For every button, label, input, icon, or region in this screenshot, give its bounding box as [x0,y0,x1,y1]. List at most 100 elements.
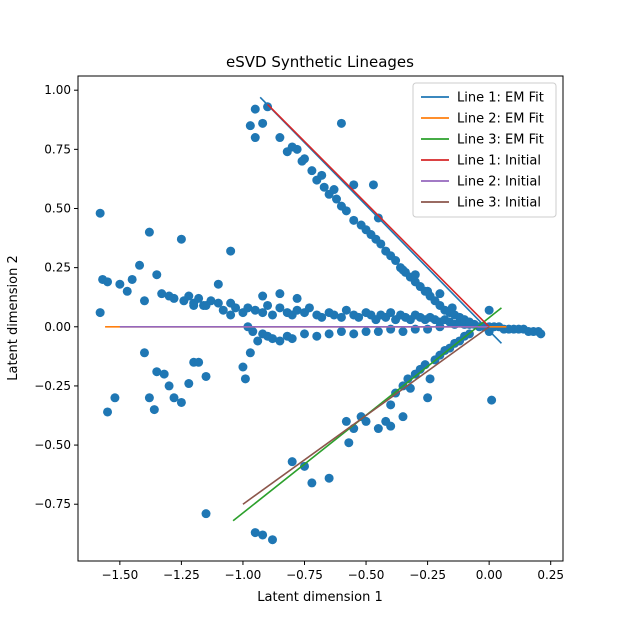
scatter-point [157,289,167,299]
scatter-point [398,327,408,337]
scatter-point [240,374,250,384]
scatter-point [398,412,408,422]
scatter-point [201,371,211,381]
scatter-point [245,121,255,131]
scatter-point [258,291,268,301]
x-tick-label: −1.25 [163,568,200,582]
scatter-point [410,270,420,280]
legend-entry-label: Line 3: Initial [457,196,541,211]
scatter-point [139,348,149,358]
scatter-point [152,270,162,280]
scatter-point [344,438,354,448]
y-tick-label: −0.50 [34,438,71,452]
scatter-point [226,310,236,320]
scatter-point [95,208,105,218]
scatter-point [135,260,145,270]
scatter-point [386,308,396,318]
y-tick-label: 0.50 [44,201,71,215]
scatter-point [317,170,327,180]
scatter-point [176,397,186,407]
y-tick-label: −0.25 [34,379,71,393]
scatter-point [484,305,494,315]
scatter-point [169,393,179,403]
scatter-point [218,305,228,315]
plot-frame [77,75,564,562]
scatter-point [341,206,351,216]
scatter-point [176,234,186,244]
scatter-point [263,102,273,112]
legend: Line 1: EM Fit Line 2: EM Fit Line 3: EM F… [412,82,557,218]
scatter-point [287,457,297,467]
scatter-point [324,329,334,339]
scatter-point [299,461,309,471]
legend-entry-label: Line 2: EM Fit [457,112,544,127]
scatter-point [423,393,433,403]
scatter-point [275,303,285,313]
scatter-point [435,289,445,299]
scatter-point [368,180,378,190]
y-tick-label: 1.00 [44,83,71,97]
scatter-point [103,277,113,287]
scatter-point [245,348,255,358]
x-axis-ticks: −1.50 −1.25 −1.00 −0.75 −0.50 −0.25 0.00 0.25 [101,561,564,582]
scatter-point [336,118,346,128]
scatter-point [536,329,546,339]
scatter-point [317,312,327,322]
x-tick-label: −0.25 [409,568,446,582]
scatter-point [164,381,174,391]
x-tick-label: 0.00 [476,568,503,582]
scatter-point [386,400,396,410]
scatter-point [243,303,253,313]
x-tick-label: −0.75 [286,568,323,582]
scatter-point [361,327,371,337]
scatter-point [184,291,194,301]
scatter-point [267,535,277,545]
scatter-point [115,279,125,289]
scatter-point [349,180,359,190]
scatter-point [297,156,307,166]
scatter-point [267,310,277,320]
legend-entry-label: Line 2: Initial [457,175,541,190]
scatter-point [275,289,285,299]
scatter-point [391,256,401,266]
x-axis-label: Latent dimension 1 [257,590,383,605]
scatter-point [299,329,309,339]
scatter-point [312,331,322,341]
scatter-point [248,327,258,337]
y-axis-ticks: −0.75 −0.50 −0.25 0.00 0.25 0.50 0.75 1.00 [34,83,78,511]
scatter-point [213,279,223,289]
scatter-point [332,194,342,204]
scatter-point [425,374,435,384]
scatter-point [258,530,268,540]
y-tick-label: −0.75 [34,497,71,511]
scatter-point [373,424,383,434]
y-tick-label: 0.25 [44,261,71,275]
scatter-point [110,393,120,403]
scatter-point [487,395,497,405]
scatter-point [144,227,154,237]
scatter-point [324,473,334,483]
scatter-point [447,303,457,313]
scatter-point [226,246,236,256]
scatter-point [354,312,364,322]
scatter-point [103,407,113,417]
scatter-point [361,416,371,426]
y-axis-label: Latent dimension 2 [6,255,21,381]
scatter-point [423,286,433,296]
y-tick-label: 0.75 [44,142,71,156]
scatter-point [139,296,149,306]
x-tick-label: −1.00 [225,568,262,582]
scatter-point [144,393,154,403]
scatter-point [275,336,285,346]
scatter-point [263,300,273,310]
scatter-point [373,327,383,337]
scatter-point [336,327,346,337]
scatter-point [194,357,204,367]
scatter-point [238,362,248,372]
scatter-point [213,298,223,308]
x-tick-label: −1.50 [101,568,138,582]
scatter-point [292,293,302,303]
scatter-point [159,369,169,379]
scatter-point [189,300,199,310]
chart-title: eSVD Synthetic Lineages [226,53,414,71]
